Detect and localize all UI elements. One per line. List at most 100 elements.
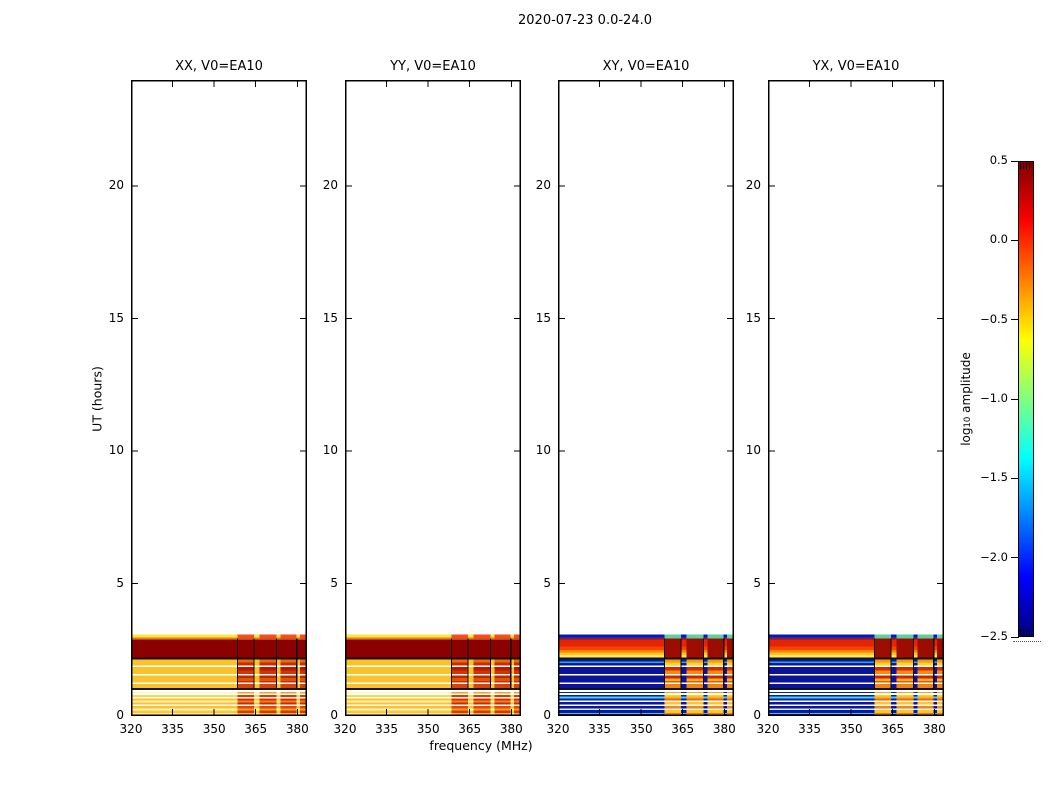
rfi-column-cell xyxy=(936,659,944,663)
rfi-column-cell xyxy=(451,634,469,639)
rfi-column-cell xyxy=(896,696,914,699)
rfi-column-cell xyxy=(299,692,307,694)
rfi-column-cell xyxy=(896,634,914,639)
band xyxy=(558,698,734,701)
rfi-column-cell xyxy=(513,700,521,703)
y-tick-label: 20 xyxy=(322,178,338,192)
rfi-column-cell xyxy=(726,667,734,671)
band xyxy=(768,705,944,709)
rfi-column-cell xyxy=(917,701,934,705)
rfi-column-cell xyxy=(237,700,255,703)
rfi-column-cell xyxy=(896,709,914,713)
rfi-column-cell xyxy=(299,683,307,689)
rfi-column-cell xyxy=(707,696,724,699)
rfi-column-cell xyxy=(280,702,297,705)
rfi-column-cell xyxy=(237,708,255,711)
rfi-column-cell xyxy=(237,712,255,715)
colorbar-tick-label: 0.0 xyxy=(989,232,1008,247)
rfi-column-cell xyxy=(259,698,277,701)
rfi-column-cell xyxy=(874,659,892,663)
vertical-line xyxy=(680,638,682,689)
rfi-column-cell xyxy=(686,634,704,639)
rfi-column-cell xyxy=(280,634,297,639)
band xyxy=(131,696,307,699)
rfi-column-cell xyxy=(664,638,682,658)
band xyxy=(558,659,734,662)
rfi-column-cell xyxy=(707,662,724,666)
rfi-column-cell xyxy=(259,662,277,666)
rfi-column-cell xyxy=(874,678,892,681)
band xyxy=(345,638,521,640)
white-stripe xyxy=(768,674,944,676)
rfi-column-cell xyxy=(299,659,307,663)
rfi-column-cell xyxy=(451,695,469,697)
rfi-column-cell xyxy=(451,700,469,703)
rfi-column-cell xyxy=(513,680,521,684)
rfi-column-cell xyxy=(494,670,511,674)
rfi-column-cell xyxy=(451,692,469,694)
band xyxy=(768,708,944,710)
rfi-column-cell xyxy=(259,702,277,705)
x-tick-label: 365 xyxy=(671,722,695,736)
rfi-column-cell xyxy=(726,683,734,689)
band xyxy=(558,705,734,709)
vertical-line xyxy=(723,638,725,689)
band xyxy=(558,694,734,697)
rfi-column-cell xyxy=(664,680,682,684)
rfi-column-cell xyxy=(917,683,934,689)
rfi-column-cell xyxy=(473,692,491,694)
band xyxy=(768,698,944,701)
colorbar-tick-mark xyxy=(1011,636,1019,638)
band xyxy=(768,712,944,715)
rfi-column-cell xyxy=(874,701,892,705)
band xyxy=(345,696,521,699)
rfi-column-cell xyxy=(686,667,704,671)
rfi-column-cell xyxy=(237,706,255,709)
rfi-column-cell xyxy=(259,692,277,694)
figure-title: 2020-07-23 0.0-24.0 xyxy=(518,13,652,28)
vertical-line xyxy=(236,638,239,689)
rfi-column-cell xyxy=(513,667,521,671)
rfi-column-cell xyxy=(237,634,255,639)
rfi-column-cell xyxy=(726,698,734,701)
x-tick-label: 320 xyxy=(119,722,143,736)
rfi-column-cell xyxy=(686,709,704,713)
white-stripe xyxy=(558,674,734,676)
band xyxy=(768,634,944,638)
white-stripe xyxy=(131,682,307,684)
rfi-column-cell xyxy=(936,698,944,701)
y-tick-label: 5 xyxy=(543,575,551,590)
rfi-column-cell xyxy=(494,698,511,701)
rfi-column-cell xyxy=(917,694,934,697)
rfi-column-cell xyxy=(664,662,682,666)
band xyxy=(768,693,944,695)
rfi-column-cell xyxy=(473,683,491,689)
rfi-column-cell xyxy=(664,705,682,709)
band xyxy=(131,657,307,660)
vertical-line xyxy=(275,638,278,689)
x-tick-label: 365 xyxy=(244,722,268,736)
rfi-column-cell xyxy=(513,712,521,715)
band xyxy=(345,712,521,715)
band xyxy=(558,657,734,660)
rfi-column-cell xyxy=(664,698,682,701)
band xyxy=(131,710,307,713)
rfi-column-cell xyxy=(896,659,914,663)
rfi-column-cell xyxy=(707,705,724,709)
colorbar-tick-mark xyxy=(1011,319,1019,321)
rfi-column-cell xyxy=(280,692,297,694)
rfi-column-cell xyxy=(299,634,307,639)
rfi-column-cell xyxy=(917,659,934,663)
band xyxy=(558,712,734,715)
rfi-column-cell xyxy=(874,670,892,674)
band xyxy=(558,688,734,691)
band xyxy=(131,639,307,658)
rfi-column-cell xyxy=(259,683,277,689)
rfi-column-cell xyxy=(473,675,491,679)
rfi-column-cell xyxy=(473,662,491,666)
rfi-column-cell xyxy=(726,694,734,697)
rfi-column-cell xyxy=(686,691,704,694)
rfi-column-cell xyxy=(686,694,704,697)
rfi-column-cell xyxy=(494,667,511,671)
